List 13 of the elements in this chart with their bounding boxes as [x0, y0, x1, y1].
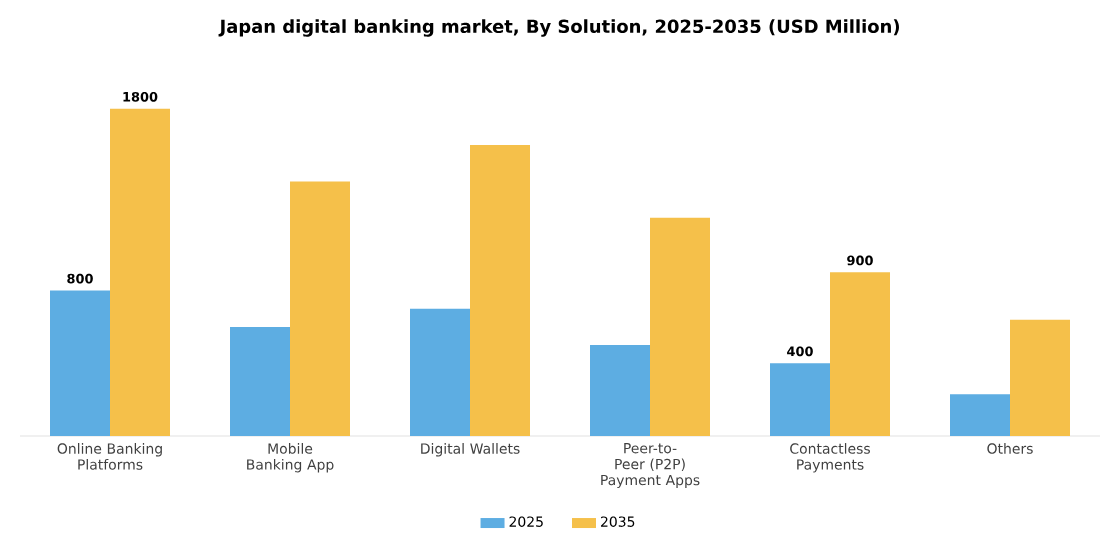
bar: [830, 272, 890, 436]
bar: [1010, 319, 1070, 436]
bar: [410, 308, 470, 436]
bar: [770, 363, 830, 436]
bar: [950, 394, 1010, 436]
bar: [290, 181, 350, 436]
bar: [50, 290, 110, 436]
bar: [650, 217, 710, 436]
bar: [110, 108, 170, 436]
bar: [230, 326, 290, 436]
chart-title: Japan digital banking market, By Solution, 2025-2035 (USD Million): [218, 19, 899, 37]
bar: [470, 145, 530, 436]
bar: [590, 345, 650, 436]
